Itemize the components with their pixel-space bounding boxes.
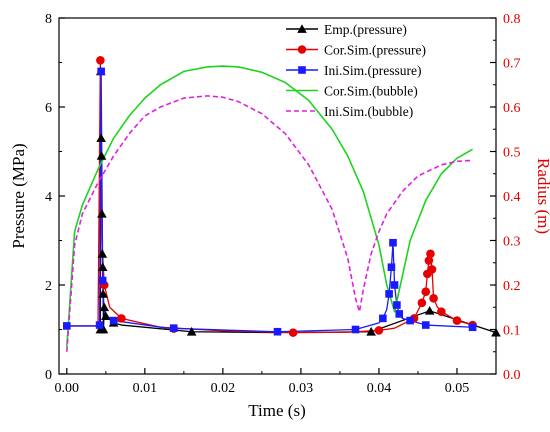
series-point-2 <box>98 276 107 285</box>
series-point-2 <box>387 263 396 271</box>
legend-label: Ini.Sim.(bubble) <box>324 104 413 119</box>
y-right-tick-label: 0.2 <box>503 279 521 294</box>
series-point-2 <box>393 301 401 309</box>
y-left-tick-label: 4 <box>45 190 52 205</box>
y-right-axis-title: Radius (m) <box>534 158 550 234</box>
x-tick-label: 0.00 <box>55 381 80 396</box>
series-point-1 <box>427 265 437 274</box>
x-axis-title: Time (s) <box>248 401 305 420</box>
series-point-2 <box>109 316 118 325</box>
legend-marker <box>298 66 306 74</box>
y-left-tick-label: 0 <box>45 368 52 383</box>
series-point-1 <box>429 294 438 303</box>
series-point-1 <box>424 256 434 265</box>
series-lines <box>66 59 496 352</box>
series-markers <box>63 55 501 337</box>
x-tick-label: 0.01 <box>133 381 158 396</box>
series-point-2 <box>406 316 414 325</box>
series-point-0 <box>97 262 108 272</box>
y-right-tick-label: 0.7 <box>503 57 521 72</box>
y-right-tick-label: 0.4 <box>503 190 521 205</box>
y-right-tick-label: 0.1 <box>503 324 521 339</box>
series-point-2 <box>390 281 399 289</box>
ticks: 0 2 4 6 8 0.0 0.1 0.2 0.3 0.4 0.5 0.6 0.7 0.8 0.00 0.01… <box>45 12 521 396</box>
series-point-2 <box>97 67 105 76</box>
series-point-2 <box>351 325 360 334</box>
series-point-1 <box>426 249 435 259</box>
series-point-0 <box>97 209 107 218</box>
series-point-2 <box>63 322 71 330</box>
series-point-1 <box>421 287 431 296</box>
series-point-2 <box>395 310 404 318</box>
series-point-1 <box>417 298 427 308</box>
legend-marker <box>297 24 307 33</box>
series-line-3 <box>66 65 473 348</box>
series-point-0 <box>101 311 111 320</box>
series-point-2 <box>95 321 104 329</box>
legend-label: Ini.Sim.(pressure) <box>324 63 421 78</box>
series-point-0 <box>98 324 109 334</box>
y-left-tick-label: 8 <box>45 12 52 27</box>
x-tick-label: 0.04 <box>367 381 392 396</box>
series-point-0 <box>96 133 106 142</box>
legend-label: Cor.Sim.(pressure) <box>324 43 426 58</box>
series-point-2 <box>273 327 282 336</box>
y-right-tick-label: 0.8 <box>503 12 521 27</box>
series-point-0 <box>96 151 107 160</box>
series-point-0 <box>366 326 376 336</box>
series-point-0 <box>97 249 108 258</box>
series-point-0 <box>491 327 501 337</box>
legend-marker <box>297 45 307 54</box>
series-point-2 <box>379 314 387 323</box>
series-point-2 <box>389 238 397 247</box>
x-tick-label: 0.02 <box>211 381 236 396</box>
series-point-2 <box>169 324 178 332</box>
series-point-0 <box>98 289 108 298</box>
series-point-1 <box>437 307 446 317</box>
series-point-2 <box>385 290 393 298</box>
legend-label: Cor.Sim.(bubble) <box>324 84 418 99</box>
series-point-0 <box>99 302 110 312</box>
legend: Emp.(pressure) Cor.Sim.(pressure) Ini.Sim.… <box>286 22 426 119</box>
series-point-1 <box>288 328 298 337</box>
x-tick-label: 0.03 <box>289 381 314 396</box>
series-point-1 <box>117 314 126 323</box>
y-right-tick-label: 0.6 <box>503 101 521 116</box>
y-left-axis-title: Pressure (MPa) <box>9 143 28 248</box>
series-line-1 <box>66 59 473 334</box>
series-point-1 <box>96 55 105 65</box>
series-point-1 <box>452 316 462 325</box>
y-left-tick-label: 6 <box>45 101 52 116</box>
y-left-tick-label: 2 <box>45 279 52 294</box>
y-right-tick-label: 0.5 <box>503 146 521 161</box>
series-point-2 <box>468 323 477 332</box>
legend-label: Emp.(pressure) <box>324 22 407 37</box>
series-point-1 <box>374 326 384 335</box>
series-point-0 <box>424 306 435 315</box>
series-point-0 <box>186 326 197 336</box>
y-right-tick-label: 0.3 <box>503 235 521 250</box>
x-tick-label: 0.05 <box>445 381 470 396</box>
series-point-2 <box>421 321 430 329</box>
series-line-4 <box>66 95 473 352</box>
y-right-tick-label: 0.0 <box>503 368 521 383</box>
